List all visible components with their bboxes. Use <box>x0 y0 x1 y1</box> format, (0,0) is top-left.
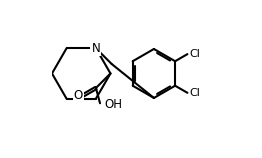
Text: N: N <box>91 42 100 55</box>
Text: OH: OH <box>105 98 123 111</box>
Text: Cl: Cl <box>189 49 200 59</box>
Text: O: O <box>74 89 83 102</box>
Text: Cl: Cl <box>189 88 200 98</box>
